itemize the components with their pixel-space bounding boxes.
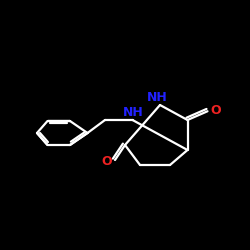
Text: NH: NH: [147, 91, 168, 104]
Text: NH: NH: [124, 106, 144, 119]
Text: O: O: [102, 155, 112, 168]
Text: O: O: [210, 104, 221, 117]
